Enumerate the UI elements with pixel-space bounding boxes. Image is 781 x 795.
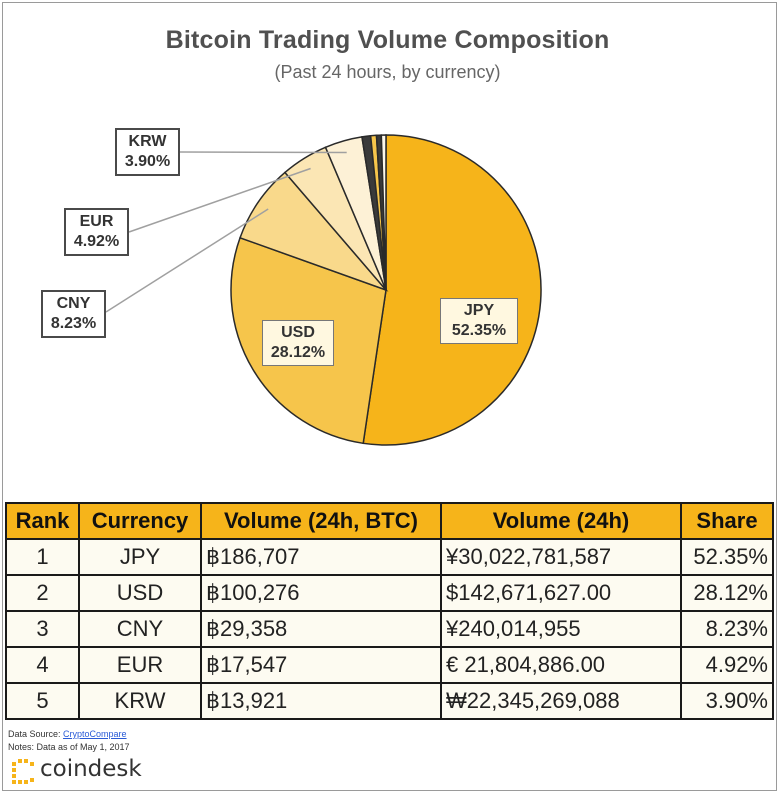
cell-volume: $142,671,627.00 <box>440 574 682 612</box>
slice-label-krw-name: KRW <box>128 133 167 150</box>
brand-name: coindesk <box>40 756 142 782</box>
cell-volume-btc: ฿13,921 <box>200 682 442 720</box>
leader-line-cny <box>105 208 269 313</box>
data-notes: Notes: Data as of May 1, 2017 <box>8 742 130 752</box>
logo-dot <box>24 780 28 784</box>
data-source-prefix: Data Source: <box>8 729 64 739</box>
cell-currency: CNY <box>78 610 202 648</box>
cell-rank: 3 <box>5 610 80 648</box>
slice-label-jpy-name: JPY <box>463 302 495 319</box>
table-row: 2 USD ฿100,276 $142,671,627.00 28.12% <box>5 574 774 612</box>
cell-volume: ¥30,022,781,587 <box>440 538 682 576</box>
slice-label-krw-value: 3.90% <box>124 153 171 170</box>
coindesk-logo-icon <box>12 759 34 784</box>
cell-share: 28.12% <box>680 574 774 612</box>
slice-label-usd: USD 28.12% <box>262 320 334 366</box>
logo-dot <box>12 762 16 766</box>
cell-volume-btc: ฿17,547 <box>200 646 442 684</box>
pie-chart <box>105 134 542 446</box>
chart-subtitle: (Past 24 hours, by currency) <box>274 62 501 82</box>
leader-line-krw <box>179 151 347 154</box>
cell-volume: ¥240,014,955 <box>440 610 682 648</box>
cell-currency: JPY <box>78 538 202 576</box>
logo-dot <box>18 780 22 784</box>
header-volume-btc: Volume (24h, BTC) <box>200 502 442 540</box>
cell-share: 8.23% <box>680 610 774 648</box>
data-source-link[interactable]: CryptoCompare <box>63 729 127 739</box>
table-row: 3 CNY ฿29,358 ¥240,014,955 8.23% <box>5 610 774 648</box>
slice-label-cny-value: 8.23% <box>50 315 97 332</box>
cell-currency: USD <box>78 574 202 612</box>
pie-slice-jpy <box>362 134 542 446</box>
slice-label-eur-name: EUR <box>79 213 114 230</box>
slice-label-krw: KRW 3.90% <box>115 128 180 176</box>
table-row: 1 JPY ฿186,707 ¥30,022,781,587 52.35% <box>5 538 774 576</box>
cell-volume-btc: ฿100,276 <box>200 574 442 612</box>
slice-label-cny: CNY 8.23% <box>41 290 106 338</box>
header-rank: Rank <box>5 502 80 540</box>
slice-label-eur: EUR 4.92% <box>64 208 129 256</box>
logo-dot <box>12 780 16 784</box>
cell-share: 52.35% <box>680 538 774 576</box>
cell-rank: 1 <box>5 538 80 576</box>
cell-rank: 5 <box>5 682 80 720</box>
cell-volume: ₩22,345,269,088 <box>440 682 682 720</box>
volume-table: Rank Currency Volume (24h, BTC) Volume (… <box>5 502 774 720</box>
cell-share: 3.90% <box>680 682 774 720</box>
cell-rank: 2 <box>5 574 80 612</box>
logo-dot <box>30 778 34 782</box>
logo-dot <box>18 759 22 763</box>
cell-volume: € 21,804,886.00 <box>440 646 682 684</box>
slice-label-usd-name: USD <box>281 324 315 341</box>
slice-label-eur-value: 4.92% <box>73 233 120 250</box>
logo-dot <box>12 768 16 772</box>
cell-volume-btc: ฿29,358 <box>200 610 442 648</box>
table-row: 5 KRW ฿13,921 ₩22,345,269,088 3.90% <box>5 682 774 720</box>
cell-rank: 4 <box>5 646 80 684</box>
table-header-row: Rank Currency Volume (24h, BTC) Volume (… <box>5 502 774 540</box>
header-share: Share <box>680 502 774 540</box>
logo-dot <box>30 762 34 766</box>
slice-label-cny-name: CNY <box>56 295 91 312</box>
cell-volume-btc: ฿186,707 <box>200 538 442 576</box>
leader-line-eur <box>128 167 311 233</box>
logo-dot <box>12 774 16 778</box>
header-volume: Volume (24h) <box>440 502 682 540</box>
chart-title: Bitcoin Trading Volume Composition <box>165 26 610 54</box>
slice-label-jpy-value: 52.35% <box>451 322 507 339</box>
pie-slice-other <box>380 134 387 291</box>
logo-dot <box>24 759 28 763</box>
slice-label-jpy: JPY 52.35% <box>440 298 518 344</box>
data-source-note: Data Source: CryptoCompare <box>8 729 127 739</box>
cell-currency: EUR <box>78 646 202 684</box>
table-row: 4 EUR ฿17,547 € 21,804,886.00 4.92% <box>5 646 774 684</box>
cell-currency: KRW <box>78 682 202 720</box>
cell-share: 4.92% <box>680 646 774 684</box>
slice-label-usd-value: 28.12% <box>270 344 326 361</box>
header-currency: Currency <box>78 502 202 540</box>
